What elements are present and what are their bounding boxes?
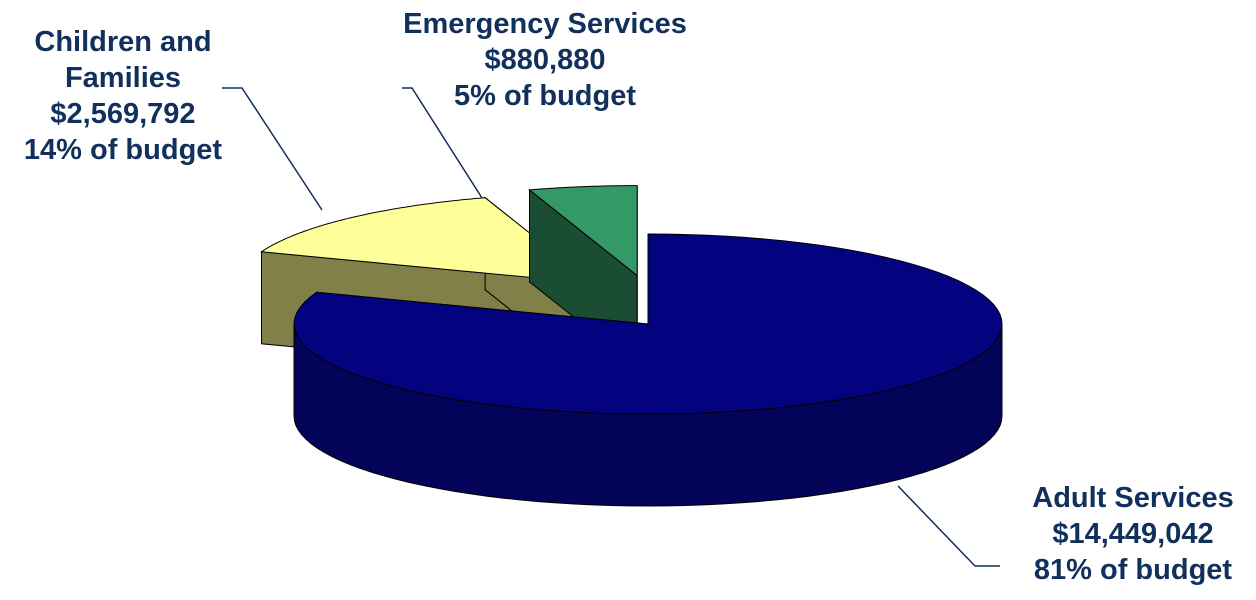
data-label-children-and-families: Children and Families $2,569,792 14% of … [0,24,246,168]
slice-top [293,233,1003,415]
label-adult-name: Adult Services [1032,482,1234,514]
label-emergency-name: Emergency Services [403,8,687,40]
data-label-emergency-services: Emergency Services $880,880 5% of budget [380,6,710,114]
leader-line-emergency [402,87,483,199]
label-children-line2: Families [64,62,182,94]
slice-adult-services [293,233,1003,507]
slice-top [528,185,638,277]
slices-layer [260,185,1003,507]
label-emergency-amount: $880,880 [484,44,606,76]
label-adult-amount: $14,449,042 [1052,518,1214,550]
leader-line-adult [897,485,1000,567]
data-label-adult-services: Adult Services $14,449,042 81% of budget [1010,480,1256,588]
slice-top [260,197,595,285]
label-children-percent: 14% of budget [23,134,223,166]
label-emergency-percent: 5% of budget [453,80,637,112]
leader-line-children [222,87,323,211]
leader-lines [222,87,1000,567]
label-adult-percent: 81% of budget [1033,554,1233,586]
label-children-amount: $2,569,792 [50,98,196,130]
label-children-line1: Children and [34,26,212,58]
